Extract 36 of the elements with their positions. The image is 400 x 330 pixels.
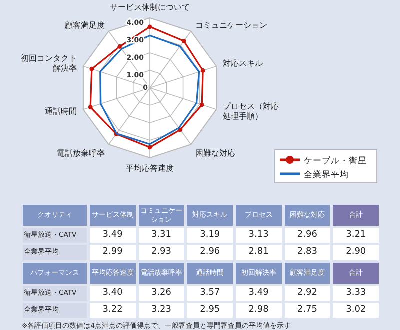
data-label: 2.93 [138,245,184,260]
spoke-label: コミュニケーション [195,20,268,31]
data-label: 2.96 [187,245,233,260]
data-label: 3.26 [138,286,184,301]
data-label: 3.49 [236,286,282,301]
spoke-label: プロセス（対応処理手順） [223,102,280,122]
data-label: 3.49 [90,228,136,243]
data-label: 2.98 [236,303,282,318]
data-label: 3.13 [236,228,282,243]
data-label: 3.21 [333,228,379,243]
data-label: 3.19 [187,228,233,243]
spoke-label: 初回コンタクト解決率 [20,54,77,74]
data-label: 2.90 [333,245,379,260]
spoke-label: 電話放棄呼率 [56,149,105,160]
data-label: 3.40 [90,286,136,301]
data-label: 2.95 [187,303,233,318]
spoke-label: 平均応答速度 [125,164,175,174]
data-label: 2.96 [284,228,330,243]
spoke-label: 顧客満足度 [64,20,105,31]
data-label: 3.33 [333,286,379,301]
data-label: 2.75 [284,303,330,318]
spoke-label: 通話時間 [44,106,77,117]
data-label: 3.23 [138,303,184,318]
spoke-label: 対応スキル [223,59,264,70]
data-label: 3.31 [138,228,184,243]
data-label: 3.02 [333,303,379,318]
spoke-label: 困難な対応 [195,149,236,158]
data-label: 2.81 [236,245,282,260]
data-label: 2.83 [284,245,330,260]
legend-label: ケーブル・衛星 [304,156,367,166]
legend-label: 全業界平均 [304,170,349,180]
data-label: 3.57 [187,286,233,301]
spoke-label: サービス体制について [109,3,191,13]
data-label: 2.92 [284,286,330,301]
data-label: 3.22 [90,303,136,318]
data-label: 2.99 [90,245,136,260]
